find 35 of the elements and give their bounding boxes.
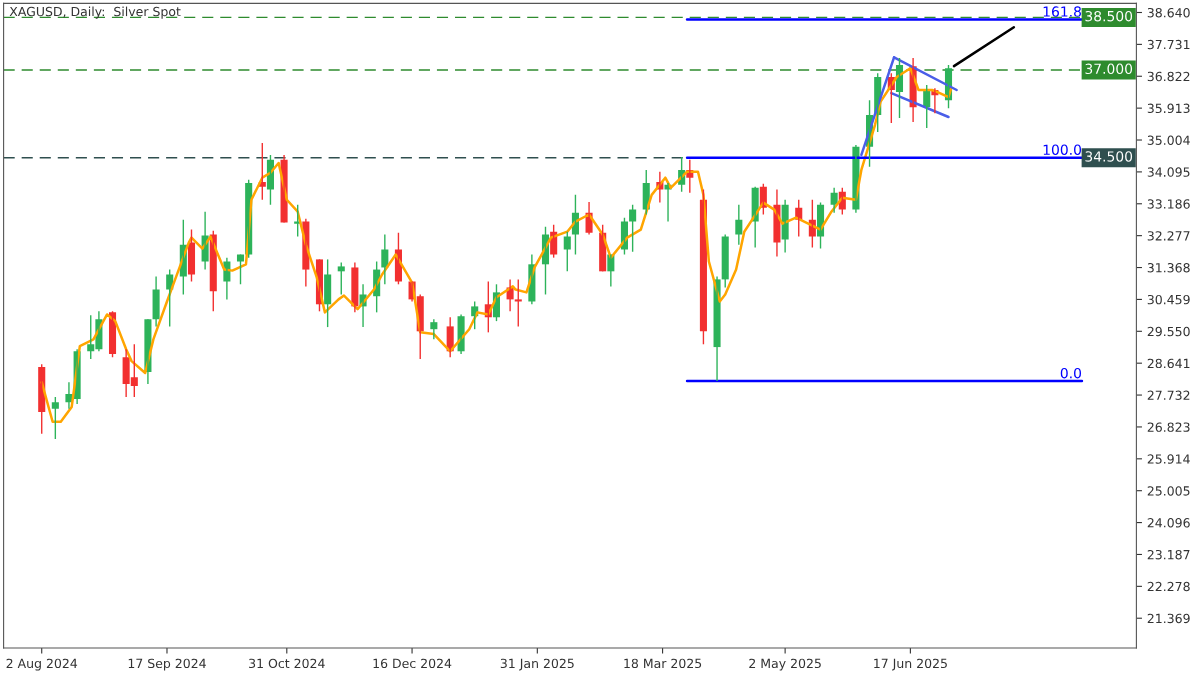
annotation: 161.8: [1043, 6, 1081, 17]
ref-line-label: 34.500: [1085, 151, 1133, 162]
y-tick-label: 25.914: [1147, 454, 1190, 464]
y-tick-label: 38.640: [1147, 7, 1190, 18]
annotation: 100.0: [1043, 144, 1082, 155]
chart-title: XAGUSD, Daily: Silver Spot: [9, 6, 181, 19]
x-tick-label: 18 Mar 2025: [624, 658, 702, 669]
annotation: 0.0: [1060, 367, 1082, 379]
y-tick-label: 27.732: [1147, 390, 1190, 400]
x-tick-label: 16 Dec 2024: [373, 658, 452, 669]
ref-line-label: 38.500: [1085, 10, 1133, 22]
y-tick-label: 34.095: [1147, 167, 1190, 177]
y-tick-label: 26.823: [1147, 422, 1190, 432]
y-tick-label: 37.731: [1147, 39, 1190, 50]
y-tick-label: 31.368: [1147, 263, 1190, 273]
y-tick-label: 30.459: [1147, 294, 1190, 305]
ref-line-label: 37.000: [1085, 63, 1133, 75]
y-tick-label: 32.277: [1147, 231, 1190, 241]
y-tick-label: 28.641: [1147, 358, 1190, 369]
x-tick-label: 2 May 2025: [749, 658, 821, 671]
y-tick-label: 22.278: [1147, 581, 1190, 592]
x-tick-label: 2 Aug 2024: [6, 658, 78, 671]
y-tick-label: 25.005: [1147, 486, 1190, 496]
y-tick-label: 35.004: [1147, 135, 1190, 145]
x-tick-label: 31 Jan 2025: [500, 658, 574, 671]
y-tick-label: 24.096: [1147, 518, 1190, 528]
y-tick-label: 29.550: [1147, 326, 1190, 337]
y-tick-label: 23.187: [1147, 549, 1190, 560]
y-tick-label: 36.822: [1147, 71, 1190, 82]
y-tick-label: 35.913: [1147, 103, 1190, 114]
y-tick-label: 21.369: [1147, 613, 1190, 624]
x-tick-label: 31 Oct 2024: [249, 658, 325, 669]
x-tick-label: 17 Jun 2025: [874, 658, 947, 671]
y-tick-label: 33.186: [1147, 199, 1190, 209]
x-tick-label: 17 Sep 2024: [128, 658, 206, 671]
